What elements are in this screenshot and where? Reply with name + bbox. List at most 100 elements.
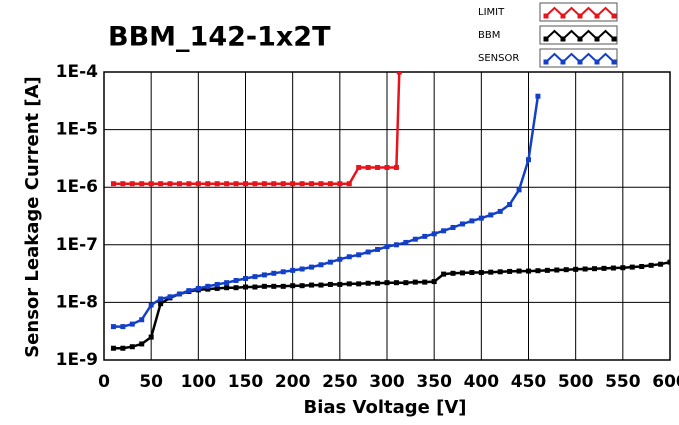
legend-marker [543,13,549,19]
legend-marker [611,13,617,19]
data-point [167,294,173,300]
data-point [233,285,239,291]
data-point [384,280,390,286]
data-point [459,270,465,276]
x-tick-label: 450 [511,372,547,392]
data-point [573,266,579,272]
data-point [412,279,418,285]
data-point [346,181,352,187]
x-tick-label: 100 [181,372,217,392]
data-point [346,281,352,287]
data-point [280,283,286,289]
data-point [318,262,324,268]
data-point [356,252,362,258]
data-point [233,277,239,283]
data-point [384,244,390,250]
data-point [459,221,465,227]
data-point [469,218,475,224]
data-point [412,236,418,242]
data-point [629,264,635,270]
data-point [214,281,220,287]
data-point [233,181,239,187]
data-point [450,224,456,230]
data-point [403,239,409,245]
data-point [544,267,550,273]
data-point [393,280,399,286]
x-tick-label: 550 [605,372,641,392]
x-tick-label: 0 [98,372,110,392]
data-point [497,269,503,275]
legend-label: SENSOR [478,53,519,64]
data-point [299,181,305,187]
data-point [384,164,390,170]
legend-marker [577,13,583,19]
y-tick-label: 1E-6 [56,177,98,197]
y-tick-label: 1E-9 [56,350,98,370]
data-point [488,269,494,275]
data-point [554,267,560,273]
data-point [365,164,371,170]
data-point [280,181,286,187]
data-point [431,231,437,237]
data-point [469,270,475,276]
data-point [261,272,267,278]
data-point [243,275,248,281]
data-point [516,268,522,274]
data-point [658,261,664,267]
x-tick-label: 300 [369,372,405,392]
series-line [113,96,540,328]
data-point [110,345,116,351]
data-point [356,281,362,287]
y-tick-label: 1E-4 [56,62,98,82]
data-point [214,285,220,291]
data-point [478,215,484,221]
data-point [667,259,670,265]
x-tick-label: 250 [322,372,358,392]
data-point [148,334,154,340]
data-point [148,302,154,308]
data-point [110,181,116,187]
data-point [507,202,513,208]
data-point [441,271,447,277]
data-point [441,228,447,234]
data-point [450,270,456,276]
legend-label: BBM [478,30,500,41]
data-point [167,181,173,187]
data-point [393,242,399,248]
legend-marker [594,36,600,42]
data-point [243,181,248,187]
data-point [497,208,503,214]
data-point [224,285,230,291]
data-point [186,181,192,187]
data-point [346,254,352,260]
data-point [139,341,145,347]
data-point [205,286,211,292]
data-point [290,267,296,273]
data-point [290,283,296,289]
legend-marker [577,59,583,65]
data-point [375,280,381,286]
data-point [422,279,428,285]
data-point [375,164,381,170]
x-tick-label: 200 [275,372,311,392]
data-point [318,181,324,187]
data-point [299,266,305,272]
data-point [535,93,541,99]
x-tick-label: 50 [139,372,163,392]
data-point [592,266,598,272]
data-point [252,274,258,280]
data-point [535,268,541,274]
data-point [337,181,343,187]
data-point [271,283,277,289]
y-axis-label: Sensor Leakage Current [A] [22,76,43,358]
data-point [195,285,201,291]
data-point [488,212,494,218]
legend-marker [611,36,617,42]
legend-marker [560,36,566,42]
data-point [516,187,522,193]
data-point [176,181,182,187]
x-tick-label: 400 [464,372,500,392]
data-point [337,256,343,262]
data-point [299,283,305,289]
data-point [365,280,371,286]
